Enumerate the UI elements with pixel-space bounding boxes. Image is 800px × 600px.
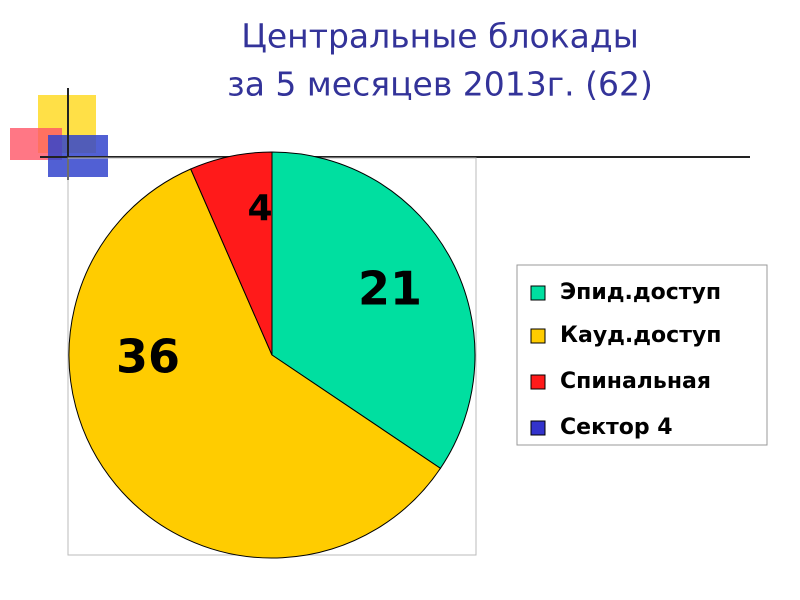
legend-swatch	[530, 374, 546, 390]
data-label: 36	[116, 330, 180, 384]
legend-swatch	[530, 285, 546, 301]
legend-label: Спинальная	[560, 369, 711, 394]
chart-title: Центральные блокады	[241, 17, 639, 56]
decoration	[10, 88, 750, 180]
pie-slice	[68, 168, 442, 559]
pie-slice	[190, 151, 273, 356]
legend-label: Кауд.доступ	[560, 323, 722, 348]
legend-swatch	[530, 328, 546, 344]
legend-box	[516, 264, 768, 446]
legend-label: Сектор 4	[560, 415, 673, 440]
pie-slice	[271, 151, 476, 470]
data-label: 4	[247, 188, 272, 229]
legend-label: Эпид.доступ	[560, 280, 721, 305]
legend-swatch	[530, 420, 546, 436]
data-label: 21	[358, 262, 422, 316]
chart-subtitle: за 5 месяцев 2013г. (62)	[227, 65, 653, 104]
